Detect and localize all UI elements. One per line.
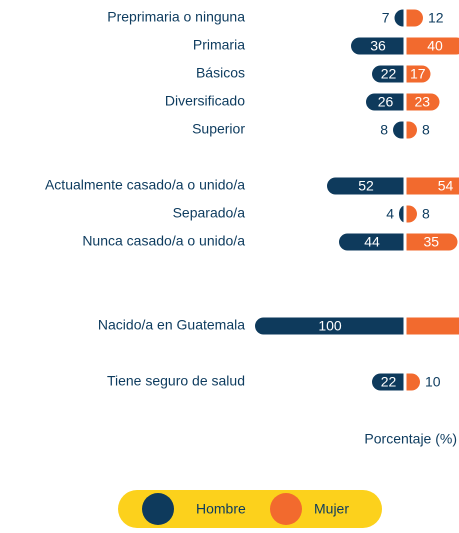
legend-label: Mujer bbox=[314, 501, 349, 517]
bar bbox=[372, 65, 405, 83]
legend-background bbox=[118, 490, 382, 528]
value-label: 44 bbox=[364, 234, 380, 250]
value-label: 12 bbox=[428, 10, 444, 26]
bar bbox=[372, 373, 405, 391]
value-label: 40 bbox=[427, 38, 443, 54]
value-label: 52 bbox=[358, 178, 374, 194]
bar bbox=[405, 317, 459, 335]
legend-swatch bbox=[142, 493, 174, 525]
bar bbox=[405, 9, 423, 27]
value-label: 8 bbox=[422, 206, 430, 222]
value-label: 35 bbox=[423, 234, 439, 250]
value-label: 22 bbox=[381, 66, 397, 82]
bar bbox=[393, 121, 405, 139]
value-label: 7 bbox=[382, 10, 390, 26]
bar bbox=[405, 37, 459, 55]
category-label: Diversificado bbox=[165, 93, 245, 109]
value-label: 22 bbox=[381, 374, 397, 390]
value-label: 4 bbox=[386, 206, 394, 222]
category-label: Primaria bbox=[193, 37, 245, 53]
legend-swatch bbox=[270, 493, 302, 525]
bar bbox=[405, 121, 417, 139]
value-label: 8 bbox=[380, 122, 388, 138]
value-label: 17 bbox=[410, 66, 426, 82]
category-label: Nacido/a en Guatemala bbox=[98, 317, 245, 333]
bar bbox=[351, 37, 405, 55]
category-label: Separado/a bbox=[173, 205, 246, 221]
category-label: Nunca casado/a o unido/a bbox=[82, 233, 245, 249]
value-label: 10 bbox=[425, 374, 441, 390]
bar bbox=[394, 9, 405, 27]
bar bbox=[405, 65, 431, 83]
axis-label: Porcentaje (%) bbox=[364, 431, 457, 447]
category-label: Superior bbox=[192, 121, 245, 137]
value-label: 36 bbox=[370, 38, 386, 54]
value-label: 23 bbox=[414, 94, 430, 110]
bar bbox=[405, 373, 420, 391]
value-label: 8 bbox=[422, 122, 430, 138]
category-label: Básicos bbox=[196, 65, 245, 81]
bar bbox=[255, 317, 405, 335]
value-label: 54 bbox=[438, 178, 454, 194]
category-label: Actualmente casado/a o unido/a bbox=[45, 177, 245, 193]
legend-label: Hombre bbox=[196, 501, 246, 517]
bar bbox=[366, 93, 405, 111]
category-label: Preprimaria o ninguna bbox=[107, 9, 245, 25]
value-label: 100 bbox=[318, 318, 342, 334]
bar bbox=[405, 205, 417, 223]
bar bbox=[339, 233, 405, 251]
bar bbox=[405, 177, 459, 195]
bar bbox=[405, 93, 440, 111]
category-label: Tiene seguro de salud bbox=[107, 373, 245, 389]
bar bbox=[327, 177, 405, 195]
bar bbox=[405, 233, 458, 251]
value-label: 26 bbox=[378, 94, 394, 110]
